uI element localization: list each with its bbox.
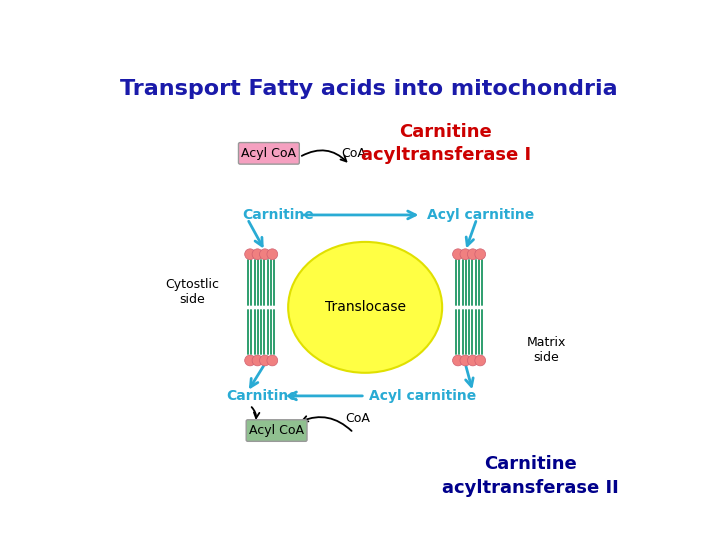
Circle shape bbox=[460, 355, 471, 366]
Text: Translocase: Translocase bbox=[325, 300, 405, 314]
Circle shape bbox=[474, 355, 485, 366]
Circle shape bbox=[267, 355, 278, 366]
FancyBboxPatch shape bbox=[238, 143, 300, 164]
Text: CoA: CoA bbox=[341, 147, 366, 160]
Text: Carnitine
acyltransferase I: Carnitine acyltransferase I bbox=[361, 123, 531, 164]
Text: Acyl carnitine: Acyl carnitine bbox=[427, 208, 534, 222]
Text: Acyl CoA: Acyl CoA bbox=[241, 147, 297, 160]
Text: Carnitine: Carnitine bbox=[227, 389, 298, 403]
Text: CoA: CoA bbox=[345, 413, 370, 426]
Circle shape bbox=[474, 249, 485, 260]
Text: Carnitine
acyltransferase II: Carnitine acyltransferase II bbox=[442, 455, 619, 497]
Circle shape bbox=[252, 355, 263, 366]
Circle shape bbox=[453, 355, 464, 366]
Text: Carnitine: Carnitine bbox=[242, 208, 314, 222]
Circle shape bbox=[252, 249, 263, 260]
Text: Cytostlic
side: Cytostlic side bbox=[165, 278, 219, 306]
Text: Transport Fatty acids into mitochondria: Transport Fatty acids into mitochondria bbox=[120, 79, 618, 99]
Ellipse shape bbox=[288, 242, 442, 373]
Text: Matrix
side: Matrix side bbox=[526, 336, 566, 364]
Circle shape bbox=[245, 249, 256, 260]
Circle shape bbox=[259, 355, 270, 366]
Circle shape bbox=[453, 249, 464, 260]
Circle shape bbox=[460, 249, 471, 260]
Circle shape bbox=[245, 355, 256, 366]
FancyBboxPatch shape bbox=[246, 420, 307, 441]
Circle shape bbox=[259, 249, 270, 260]
Text: Acyl carnitine: Acyl carnitine bbox=[369, 389, 476, 403]
Circle shape bbox=[467, 249, 478, 260]
Circle shape bbox=[267, 249, 278, 260]
Circle shape bbox=[467, 355, 478, 366]
Text: Acyl CoA: Acyl CoA bbox=[249, 424, 304, 437]
